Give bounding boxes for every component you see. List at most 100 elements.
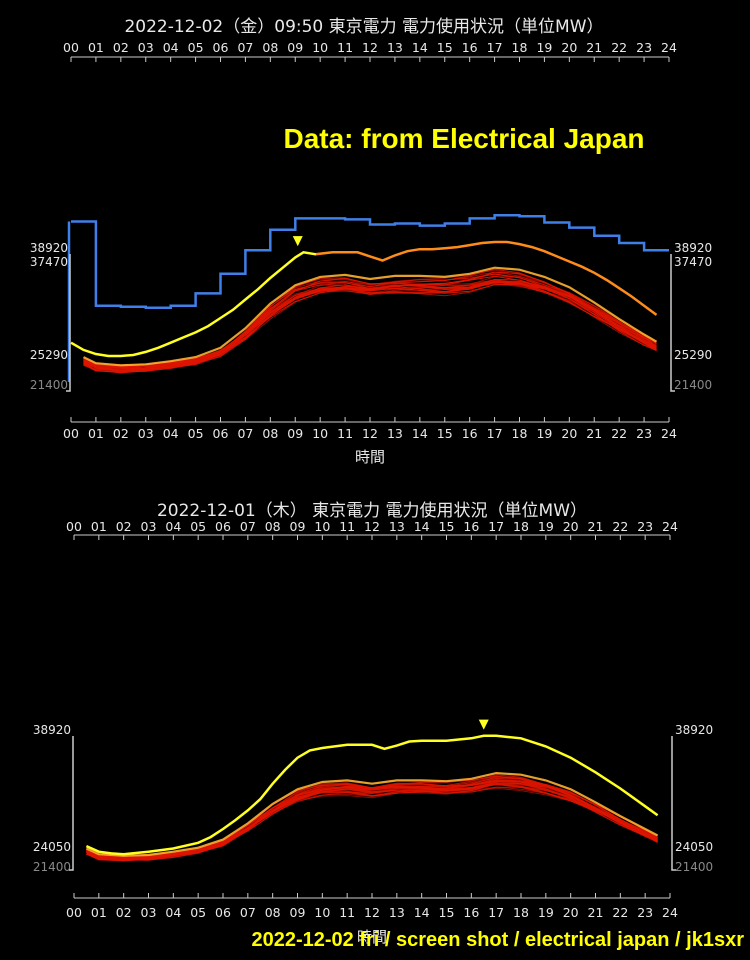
average-line: [83, 266, 658, 367]
hour-tick-label: 18: [513, 905, 529, 920]
capacity-line: [71, 214, 669, 310]
hour-tick-label: 15: [439, 905, 455, 920]
hour-tick-label: 15: [439, 519, 455, 534]
hour-tick-label: 21: [586, 40, 602, 55]
hour-tick-label: 05: [190, 519, 206, 534]
hour-tick-label: 03: [138, 40, 154, 55]
chart-2-title: 2022-12-01（木） 東京電力 電力使用状況（単位MW）: [157, 500, 587, 521]
hour-tick-label: 24: [661, 426, 677, 441]
hour-tick-label: 00: [66, 905, 82, 920]
history-line: [86, 774, 658, 859]
y-tick-label-left: 38920: [33, 723, 71, 737]
hour-tick-label: 22: [612, 905, 628, 920]
hour-tick-label: 20: [563, 905, 579, 920]
hour-tick-label: 15: [437, 40, 453, 55]
hour-tick-label: 16: [463, 905, 479, 920]
hour-tick-label: 17: [488, 519, 504, 534]
chart-1-xlabel: 時間: [355, 448, 385, 466]
hour-tick-label: 13: [387, 426, 403, 441]
y-tick-label-left: 38920: [30, 241, 68, 255]
hour-tick-label: 15: [437, 426, 453, 441]
hour-tick-label: 19: [536, 426, 552, 441]
history-line: [83, 268, 657, 367]
y-tick-label-left: 25290: [30, 348, 68, 362]
hour-tick-label: 14: [412, 426, 428, 441]
hour-tick-label: 12: [364, 519, 380, 534]
y-bracket-right: [671, 736, 676, 871]
hour-tick-label: 05: [188, 40, 204, 55]
y-tick-label-right: 25290: [674, 348, 712, 362]
credit-label: Data: from Electrical Japan: [283, 123, 644, 154]
hour-tick-label: 16: [462, 426, 478, 441]
hour-tick-label: 20: [563, 519, 579, 534]
hour-tick-label: 06: [215, 519, 231, 534]
hour-tick-label: 09: [287, 426, 303, 441]
hour-tick-label: 04: [163, 40, 179, 55]
hour-tick-label: 17: [487, 426, 503, 441]
y-bracket-left: [69, 736, 74, 871]
y-tick-label-left: 21400: [30, 378, 68, 392]
hour-tick-label: 20: [561, 40, 577, 55]
chart-2-top-axis: 00 01 02 03 04 05 06 07 08 09 10 11 12 13 14 15 16 17 18 19…: [66, 519, 678, 540]
hour-tick-label: 23: [636, 426, 652, 441]
hour-tick-label: 23: [637, 519, 653, 534]
hour-tick-label: 08: [262, 40, 278, 55]
hour-tick-label: 22: [611, 40, 627, 55]
hour-tick-label: 22: [612, 519, 628, 534]
hour-tick-label: 03: [138, 426, 154, 441]
hour-tick-label: 22: [611, 426, 627, 441]
peak-marker: ▼: [479, 717, 489, 732]
hour-tick-label: 21: [588, 519, 604, 534]
chart-2-y-axis: 38920 24050 21400 38920 24050 21400: [33, 723, 713, 874]
hour-tick-label: 13: [387, 40, 403, 55]
hour-tick-label: 10: [312, 40, 328, 55]
y-tick-label-right: 24050: [675, 840, 713, 854]
y-tick-label-left: 24050: [33, 840, 71, 854]
hour-tick-label: 12: [364, 905, 380, 920]
average-line: [85, 771, 659, 857]
hour-tick-label: 06: [215, 905, 231, 920]
forecast-line: [315, 240, 658, 316]
history-line: [83, 280, 657, 368]
hour-tick-label: 07: [237, 40, 253, 55]
hour-tick-label: 07: [240, 519, 256, 534]
hour-tick-label: 20: [561, 426, 577, 441]
hour-tick-label: 14: [414, 905, 430, 920]
hour-tick-label: 24: [662, 519, 678, 534]
hour-tick-label: 03: [141, 905, 157, 920]
hour-tick-label: 10: [312, 426, 328, 441]
hour-tick-label: 07: [237, 426, 253, 441]
hour-tick-label: 01: [88, 426, 104, 441]
chart-1: 2022-12-02（金）09:50 東京電力 電力使用状況（単位MW） 00 0…: [30, 16, 712, 466]
hour-tick-label: 01: [91, 905, 107, 920]
hour-tick-label: 10: [314, 905, 330, 920]
hour-tick-label: 06: [213, 40, 229, 55]
hour-tick-label: 18: [513, 519, 529, 534]
history-line: [86, 786, 658, 860]
y-bracket-left: [66, 254, 71, 392]
hour-tick-label: 00: [63, 426, 79, 441]
y-tick-label-right: 21400: [674, 378, 712, 392]
hour-tick-label: 00: [66, 519, 82, 534]
hour-tick-label: 09: [290, 905, 306, 920]
hour-tick-label: 09: [287, 40, 303, 55]
hour-tick-label: 16: [463, 519, 479, 534]
chart-1-top-axis: 00 01 02 03 04 05 06 07 08 09 10 11 12 13 14 15 16 17 18 19…: [63, 40, 677, 62]
history-line: [83, 271, 657, 367]
y-tick-label-right: 38920: [674, 241, 712, 255]
hour-tick-label: 04: [165, 905, 181, 920]
history-line: [83, 282, 657, 372]
y-tick-label-right: 21400: [675, 860, 713, 874]
hour-tick-label: 02: [116, 905, 132, 920]
hour-tick-label: 05: [190, 905, 206, 920]
hour-tick-label: 09: [290, 519, 306, 534]
hour-tick-label: 05: [188, 426, 204, 441]
hour-tick-label: 12: [362, 40, 378, 55]
peak-marker: ▼: [293, 233, 303, 248]
hour-tick-label: 19: [536, 40, 552, 55]
hour-tick-label: 11: [337, 426, 353, 441]
hour-tick-label: 19: [538, 519, 554, 534]
actual-usage-line: [70, 250, 317, 358]
hour-tick-label: 24: [662, 905, 678, 920]
